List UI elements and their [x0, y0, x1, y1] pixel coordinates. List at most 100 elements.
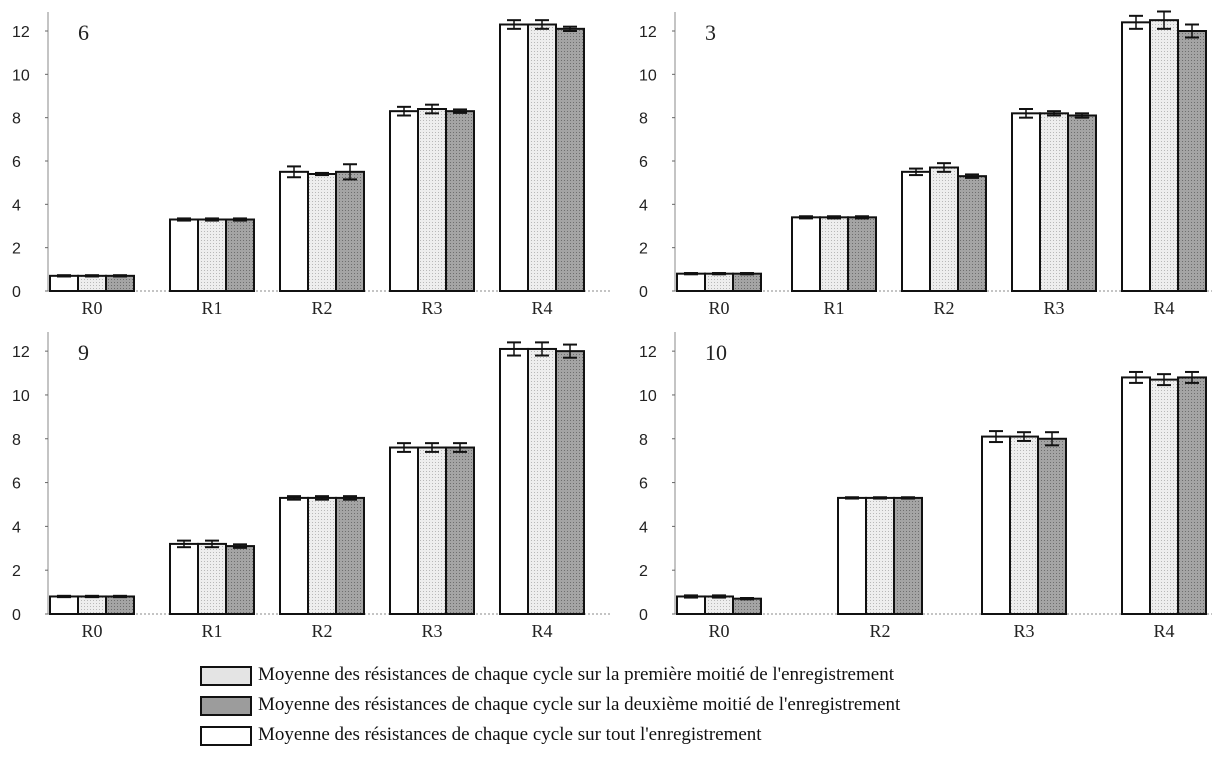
bar-tout	[1011, 112, 1041, 293]
y-tick-label: 12	[12, 344, 30, 361]
x-tick-label: R2	[311, 298, 332, 318]
legend-swatch-premiere	[200, 666, 252, 686]
x-tick-label: R0	[81, 298, 102, 318]
bar-premiere	[819, 216, 849, 292]
bar-tout	[389, 446, 419, 615]
x-tick-label: R1	[201, 621, 222, 641]
y-tick-label: 8	[12, 432, 21, 449]
bar-deuxieme	[225, 545, 255, 615]
legend-swatch-tout	[200, 726, 252, 746]
x-tick-label: R4	[1153, 621, 1174, 641]
bar-premiere	[307, 496, 337, 615]
bar-deuxieme	[445, 110, 475, 292]
panel-number: 9	[78, 340, 89, 365]
x-tick-label: R4	[531, 298, 552, 318]
x-tick-label: R1	[201, 298, 222, 318]
bar-premiere	[1039, 112, 1069, 293]
y-tick-label: 8	[639, 111, 648, 128]
y-tick-label: 2	[12, 241, 21, 258]
y-tick-label: 12	[12, 24, 30, 41]
bar-deuxieme	[335, 496, 365, 615]
x-tick-label: R4	[1153, 298, 1174, 318]
bar-premiere	[77, 274, 107, 293]
bar-deuxieme	[732, 272, 762, 292]
bar-tout	[791, 216, 821, 292]
panel-number: 10	[705, 340, 727, 365]
bar-deuxieme	[1067, 114, 1097, 292]
bar-tout	[49, 274, 79, 293]
y-tick-label: 10	[639, 67, 657, 84]
legend-label-tout: Moyenne des résistances de chaque cycle …	[258, 724, 762, 745]
bar-tout	[676, 272, 706, 292]
y-tick-label: 12	[639, 344, 657, 361]
bar-deuxieme	[1177, 376, 1207, 615]
y-tick-label: 12	[639, 24, 657, 41]
y-tick-label: 4	[639, 197, 648, 214]
y-tick-label: 0	[12, 284, 21, 301]
y-tick-label: 10	[12, 388, 30, 405]
bar-deuxieme	[1177, 30, 1207, 292]
y-tick-label: 2	[12, 563, 21, 580]
y-tick-label: 0	[12, 607, 21, 624]
legend-label-deuxieme: Moyenne des résistances de chaque cycle …	[258, 694, 901, 715]
bar-premiere	[417, 108, 447, 292]
y-tick-label: 10	[12, 67, 30, 84]
bar-premiere	[417, 446, 447, 615]
bar-tout	[279, 496, 309, 615]
x-tick-label: R2	[311, 621, 332, 641]
bar-premiere	[527, 347, 557, 615]
legend-label-premiere: Moyenne des résistances de chaque cycle …	[258, 664, 894, 685]
bar-tout	[279, 170, 309, 292]
x-tick-label: R2	[869, 621, 890, 641]
bar-deuxieme	[225, 218, 255, 292]
panel-number: 3	[705, 20, 716, 45]
y-tick-label: 0	[639, 284, 648, 301]
bar-deuxieme	[105, 274, 135, 293]
panel-number: 6	[78, 20, 89, 45]
bar-tout	[1121, 21, 1151, 292]
bar-premiere	[197, 218, 227, 292]
bar-premiere	[929, 166, 959, 292]
bar-tout	[981, 435, 1011, 616]
y-tick-label: 6	[639, 154, 648, 171]
x-tick-label: R0	[81, 621, 102, 641]
chart-panel-1: 0 2 4 6 8 10 12 6 R0 R1 R2 R3 R4	[12, 12, 612, 318]
chart-panel-4: 0 2 4 6 8 10 12 10 R0 R2 R3 R4	[639, 332, 1212, 641]
y-tick-label: 10	[639, 388, 657, 405]
y-tick-label: 6	[639, 476, 648, 493]
bar-tout	[499, 23, 529, 292]
y-tick-label: 4	[12, 197, 21, 214]
bar-tout	[676, 595, 706, 616]
y-tick-label: 0	[639, 607, 648, 624]
x-tick-label: R0	[708, 298, 729, 318]
bar-deuxieme	[335, 170, 365, 292]
y-tick-label: 2	[639, 241, 648, 258]
x-tick-label: R3	[421, 621, 442, 641]
x-tick-label: R4	[531, 621, 552, 641]
x-tick-label: R3	[1043, 298, 1064, 318]
bar-tout	[169, 542, 199, 616]
bar-deuxieme	[105, 595, 135, 616]
bar-deuxieme	[555, 350, 585, 615]
bar-tout	[499, 347, 529, 615]
bar-tout	[389, 110, 419, 292]
y-tick-label: 6	[12, 154, 21, 171]
x-tick-label: R2	[933, 298, 954, 318]
bar-premiere	[865, 496, 895, 615]
bar-deuxieme	[732, 597, 762, 616]
y-tick-label: 4	[12, 519, 21, 536]
bar-deuxieme	[555, 27, 585, 292]
bar-premiere	[307, 173, 337, 292]
bar-premiere	[704, 595, 734, 616]
y-tick-label: 6	[12, 476, 21, 493]
bar-premiere	[527, 23, 557, 292]
bar-premiere	[1009, 435, 1039, 616]
bar-deuxieme	[1037, 437, 1067, 615]
bar-tout	[901, 170, 931, 292]
x-tick-label: R3	[1013, 621, 1034, 641]
x-tick-label: R1	[823, 298, 844, 318]
bar-deuxieme	[957, 175, 987, 293]
bar-tout	[837, 496, 867, 615]
bar-deuxieme	[445, 446, 475, 615]
